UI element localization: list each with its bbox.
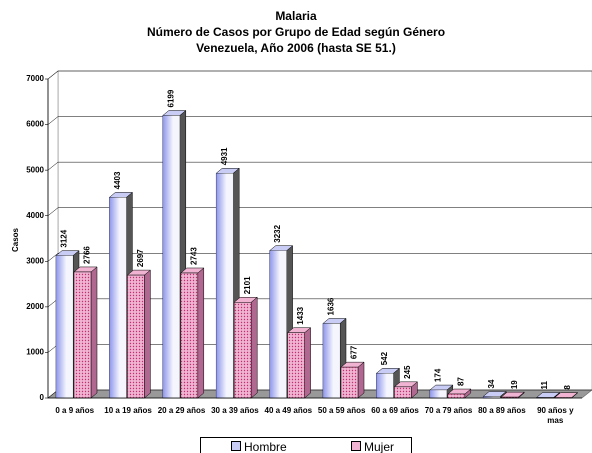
bar xyxy=(126,269,152,399)
bar-side xyxy=(144,269,151,399)
bar-pattern xyxy=(447,394,465,398)
data-label: 2101 xyxy=(243,276,252,294)
bar-gradient xyxy=(162,115,180,398)
bar-side xyxy=(197,267,205,399)
bar xyxy=(429,384,454,399)
bar-gradient xyxy=(269,250,287,398)
chart-title: Malaria xyxy=(275,9,317,23)
bar xyxy=(340,361,365,399)
data-label: 245 xyxy=(403,365,412,379)
data-label: 11 xyxy=(540,380,549,389)
bar-gradient xyxy=(376,373,394,398)
y-tick-label: 1000 xyxy=(26,348,44,357)
x-tick-label: 70 a 79 años xyxy=(424,406,473,415)
legend: Hombre Mujer xyxy=(200,437,412,453)
legend-label: Mujer xyxy=(364,440,395,453)
data-label: 1636 xyxy=(327,297,336,315)
bar-side xyxy=(304,327,311,399)
data-label: 34 xyxy=(487,379,496,388)
bar xyxy=(180,267,205,399)
bar xyxy=(393,381,419,399)
bar-side xyxy=(250,296,258,399)
x-tick-label: 90 años y mas xyxy=(537,406,574,425)
bar-gradient xyxy=(216,173,234,398)
bar xyxy=(286,327,312,399)
bar-side xyxy=(357,361,365,399)
data-label: 2743 xyxy=(189,247,198,265)
bar xyxy=(73,266,98,399)
bar xyxy=(447,388,472,399)
bar-pattern xyxy=(127,275,145,398)
data-label: 19 xyxy=(510,380,519,389)
y-tick-label: 3000 xyxy=(26,256,44,265)
legend-item: Mujer xyxy=(351,440,394,453)
bar-side xyxy=(90,266,98,399)
bar-gradient xyxy=(429,390,447,398)
data-label: 2697 xyxy=(136,249,145,267)
x-tick-label: 50 a 59 años xyxy=(317,406,366,415)
data-label: 2766 xyxy=(83,246,92,264)
x-tick-label: 10 a 19 años xyxy=(104,406,152,415)
x-tick-label: 80 a 89 años xyxy=(478,406,526,415)
grid-line xyxy=(47,207,592,216)
grid-line xyxy=(47,253,592,262)
x-tick-label: 0 a 9 años xyxy=(55,406,95,415)
y-tick-label: 5000 xyxy=(26,165,44,174)
legend-item: Hombre xyxy=(231,440,287,453)
grid-line xyxy=(47,70,592,80)
bar-pattern xyxy=(74,271,91,398)
data-label: 3124 xyxy=(60,229,69,247)
data-label: 4931 xyxy=(220,147,229,165)
bar xyxy=(162,109,187,399)
bar-pattern xyxy=(501,397,519,398)
bar-pattern xyxy=(180,272,198,398)
bar-pattern xyxy=(394,386,412,398)
bar-pattern xyxy=(234,302,252,398)
x-tick-label: 60 a 69 años xyxy=(371,406,419,415)
bar xyxy=(322,317,347,399)
grid-line xyxy=(47,161,592,171)
y-tick-label: 0 xyxy=(40,393,45,402)
data-label: 542 xyxy=(380,351,389,365)
bar xyxy=(482,390,507,399)
y-tick-label: 6000 xyxy=(26,120,44,129)
x-tick-label: 20 a 29 años xyxy=(157,406,206,415)
legend-label: Hombre xyxy=(244,440,287,453)
data-label: 677 xyxy=(350,345,359,359)
y-tick-label: 4000 xyxy=(26,211,44,220)
data-label: 6199 xyxy=(166,89,175,107)
data-label: 87 xyxy=(456,377,465,386)
legend-swatch xyxy=(351,441,361,451)
bar-gradient xyxy=(56,255,73,398)
bar-gradient xyxy=(483,396,501,398)
bar-pattern xyxy=(287,332,305,398)
bar-pattern xyxy=(341,367,358,398)
data-label: 1433 xyxy=(296,306,305,324)
bar-gradient xyxy=(109,197,127,398)
data-label: 3232 xyxy=(273,224,282,242)
chart-title: Número de Casos por Grupo de Edad según … xyxy=(147,25,445,39)
legend-swatch xyxy=(231,441,241,451)
y-tick-label: 2000 xyxy=(26,302,44,311)
y-axis-label: Casos xyxy=(11,227,20,252)
bar xyxy=(233,296,258,399)
data-label: 4403 xyxy=(113,171,122,189)
data-label: 174 xyxy=(433,368,442,382)
data-label: 8 xyxy=(563,385,572,390)
x-tick-label: 40 a 49 años xyxy=(264,406,313,415)
x-tick-label: 30 a 39 años xyxy=(211,406,259,415)
y-tick-label: 7000 xyxy=(26,74,44,83)
chart-title: Venezuela, Año 2006 (hasta SE 51.) xyxy=(196,41,396,55)
grid-line xyxy=(47,116,592,125)
bar-gradient xyxy=(323,323,340,398)
